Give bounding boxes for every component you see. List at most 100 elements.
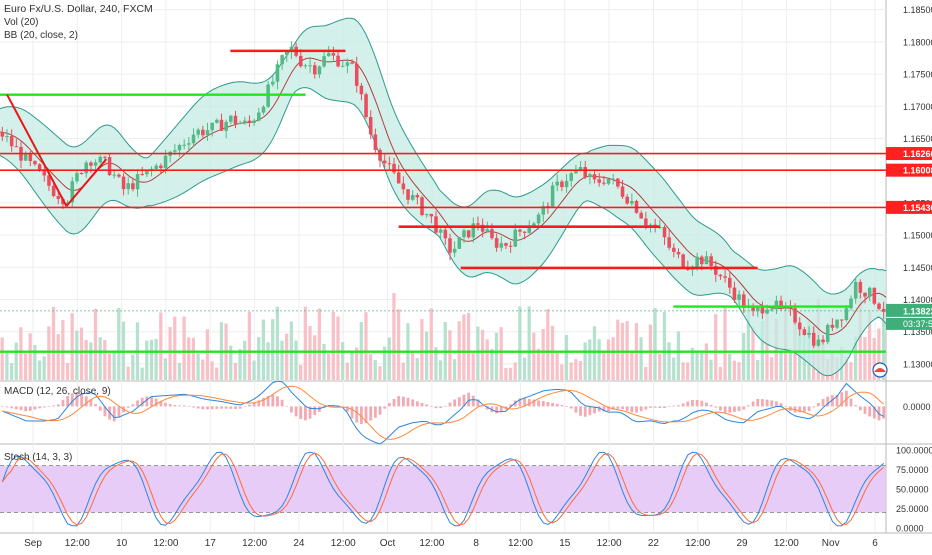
volume-bar bbox=[583, 342, 587, 380]
price-level-label: 1.16008 bbox=[903, 166, 932, 176]
candle-body bbox=[723, 276, 727, 278]
macd-histogram-bar bbox=[346, 406, 349, 412]
candle-body bbox=[303, 65, 308, 67]
macd-histogram-bar bbox=[840, 392, 844, 407]
macd-histogram-bar bbox=[373, 406, 377, 418]
volume-bar bbox=[728, 353, 732, 380]
macd-histogram-bar bbox=[411, 399, 415, 407]
macd-histogram-bar bbox=[415, 401, 419, 407]
volume-bar bbox=[718, 366, 722, 380]
bollinger-bands bbox=[0, 17, 887, 377]
volume-bar bbox=[252, 360, 256, 380]
macd-histogram-bar bbox=[532, 399, 536, 407]
candle-body bbox=[527, 227, 532, 233]
x-tick-label: 17 bbox=[205, 538, 217, 549]
macd-histogram-bar bbox=[723, 406, 727, 413]
macd-histogram-bar bbox=[639, 406, 643, 412]
x-tick-label: 8 bbox=[473, 538, 479, 549]
candle-body bbox=[410, 194, 415, 200]
stoch-pane bbox=[0, 451, 886, 527]
volume-bar bbox=[672, 357, 676, 380]
volume-bar bbox=[28, 333, 32, 380]
macd-histogram-bar bbox=[84, 396, 88, 407]
stoch-tick-label: 25.0000 bbox=[896, 504, 929, 514]
macd-histogram-bar bbox=[350, 406, 354, 419]
volume-bar bbox=[644, 366, 648, 380]
volume-bar bbox=[541, 328, 545, 380]
indicator-vol[interactable]: Vol (20) bbox=[4, 17, 39, 28]
candle-body bbox=[802, 329, 807, 335]
indicator-stoch[interactable]: Stoch (14, 3, 3) bbox=[4, 452, 73, 463]
volume-bar bbox=[187, 337, 191, 380]
macd-histogram-bar bbox=[5, 406, 9, 408]
volume-bar bbox=[163, 358, 168, 380]
volume-bar bbox=[616, 319, 620, 380]
volume-bar bbox=[415, 358, 419, 380]
candle-body bbox=[816, 339, 821, 346]
volume-bar bbox=[56, 334, 60, 380]
volume-bar bbox=[368, 354, 373, 380]
candle-body bbox=[508, 245, 513, 247]
candle-body bbox=[718, 274, 723, 277]
candle-body bbox=[117, 174, 121, 177]
candle-body bbox=[490, 229, 494, 239]
stoch-tick-label: 100.0000 bbox=[896, 446, 932, 456]
volume-bar bbox=[611, 337, 615, 380]
macd-histogram-bar bbox=[854, 405, 858, 407]
macd-histogram-bar bbox=[695, 399, 699, 407]
current-price-bg bbox=[886, 303, 932, 317]
candle-body bbox=[881, 308, 886, 312]
volume-bar bbox=[233, 362, 238, 380]
x-tick-label: Oct bbox=[380, 538, 396, 549]
macd-histogram-bar bbox=[802, 406, 806, 412]
stoch-k-line bbox=[1, 451, 885, 527]
volume-bar bbox=[462, 314, 466, 380]
price-tick-label: 1.17500 bbox=[903, 70, 932, 80]
candle-body bbox=[732, 287, 737, 300]
volume-bar bbox=[210, 361, 214, 380]
volume-bar bbox=[737, 362, 741, 380]
volume-bar bbox=[341, 342, 345, 380]
macd-histogram-bar bbox=[537, 400, 540, 407]
volume-bar bbox=[159, 312, 163, 380]
candle-body bbox=[42, 171, 47, 176]
volume-bar bbox=[382, 346, 387, 380]
volume-bar bbox=[313, 335, 317, 380]
volume-bar bbox=[676, 331, 681, 380]
macd-histogram-bar bbox=[453, 399, 457, 407]
macd-histogram-bar bbox=[103, 406, 107, 417]
indicator-bb[interactable]: BB (20, close, 2) bbox=[4, 30, 78, 41]
macd-histogram-bar bbox=[630, 406, 634, 413]
macd-histogram-bar bbox=[733, 406, 736, 412]
volume-bar bbox=[756, 359, 760, 380]
volume-bar bbox=[392, 293, 396, 380]
candle-body bbox=[448, 238, 452, 253]
volume-bar bbox=[182, 316, 186, 380]
macd-histogram-bar bbox=[196, 406, 200, 409]
candle-body bbox=[420, 197, 424, 216]
candle-body bbox=[592, 174, 597, 180]
volume-bar bbox=[653, 308, 657, 380]
x-tick-label: 6 bbox=[872, 538, 878, 549]
volume-bar bbox=[690, 347, 695, 380]
macd-histogram-bar bbox=[369, 406, 373, 421]
candle-body bbox=[103, 156, 107, 158]
drawn-levels[interactable] bbox=[0, 49, 886, 353]
macd-histogram-bar bbox=[812, 406, 816, 408]
macd-histogram-bar bbox=[229, 406, 233, 409]
indicator-macd[interactable]: MACD (12, 26, close, 9) bbox=[4, 386, 111, 397]
candle-body bbox=[37, 164, 42, 172]
volume-bar bbox=[140, 367, 144, 380]
macd-histogram-bar bbox=[588, 406, 592, 416]
volume-bar bbox=[317, 308, 321, 380]
macd-histogram-bar bbox=[80, 393, 84, 407]
macd-histogram-bar bbox=[243, 406, 247, 407]
candle-body bbox=[126, 183, 131, 190]
x-tick-label: 12:00 bbox=[419, 538, 444, 549]
volume-bar bbox=[681, 362, 685, 380]
price-tick-label: 1.14000 bbox=[903, 295, 932, 305]
macd-histogram-bar bbox=[663, 406, 666, 408]
candle-body bbox=[639, 212, 643, 219]
candle-body bbox=[177, 145, 182, 151]
